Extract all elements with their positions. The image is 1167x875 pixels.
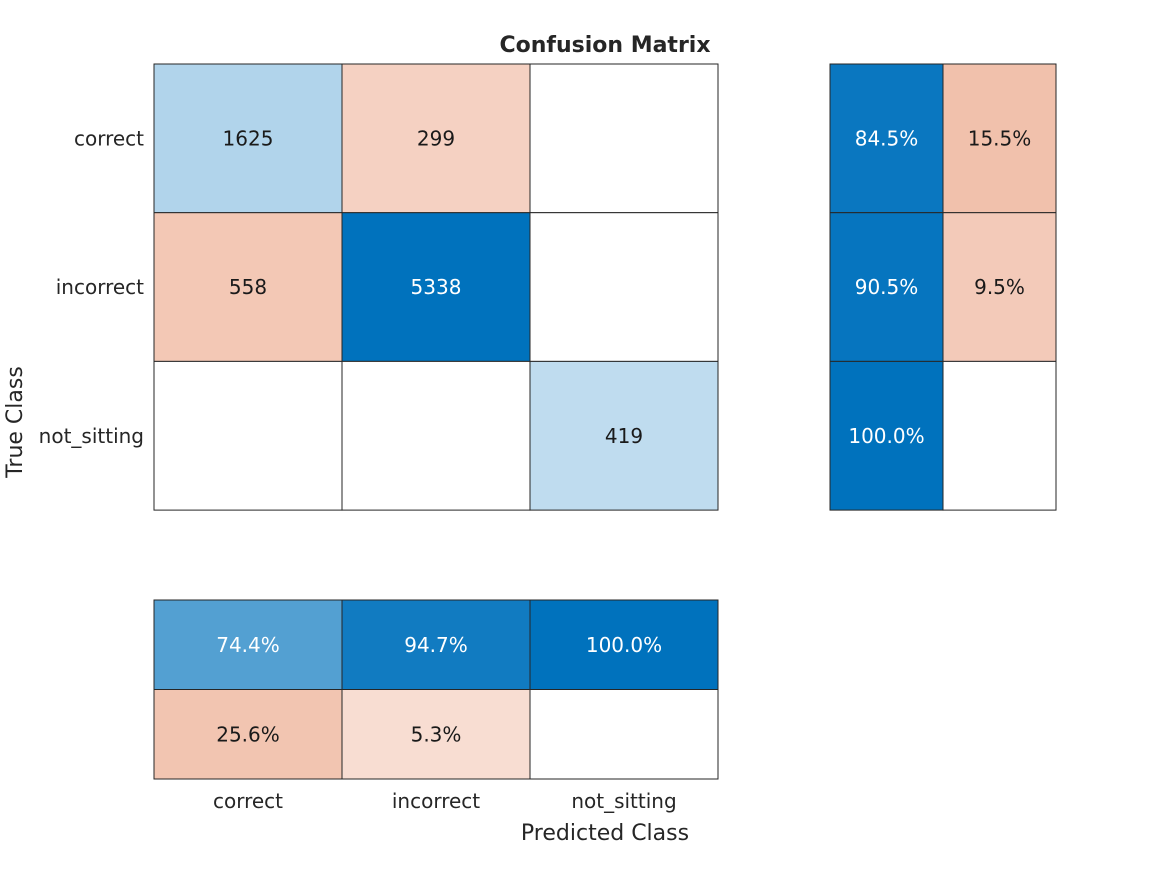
matrix-cell-1-1-label: 5338 bbox=[411, 275, 462, 299]
matrix-cell-2-0 bbox=[153, 360, 343, 511]
column-summary-grid: 74.4% 94.7% 100.0% 25.6% 5.3% bbox=[153, 599, 719, 780]
confusion-matrix-grid: 1625 299 558 5338 419 bbox=[153, 63, 719, 511]
matrix-cell-0-0 bbox=[153, 63, 343, 214]
column-summary-cell-0-2 bbox=[529, 599, 719, 690]
column-summary-cell-1-1-label: 5.3% bbox=[411, 722, 462, 746]
row-summary-cell-1-1-label: 9.5% bbox=[974, 275, 1025, 299]
x-tick-label: correct bbox=[213, 789, 283, 813]
row-summary-cell-2-0 bbox=[829, 360, 944, 511]
column-summary-cell-1-0-label: 25.6% bbox=[216, 722, 280, 746]
tick-labels: correct correct incorrect incorrect not_sitt… bbox=[39, 126, 677, 813]
column-summary-cell-0-0-label: 74.4% bbox=[216, 633, 280, 657]
row-summary-cell-0-1-label: 15.5% bbox=[968, 126, 1032, 150]
matrix-cell-2-2-label: 419 bbox=[605, 424, 643, 448]
x-axis-title: Predicted Class bbox=[521, 821, 689, 846]
matrix-cell-2-2 bbox=[529, 360, 719, 511]
column-summary-cell-0-2-label: 100.0% bbox=[586, 633, 662, 657]
column-summary-cell-0-1 bbox=[341, 599, 531, 690]
matrix-cell-1-0 bbox=[153, 212, 343, 362]
x-tick-label: incorrect bbox=[392, 789, 480, 813]
matrix-cell-2-1 bbox=[341, 360, 531, 511]
matrix-cell-0-0-label: 1625 bbox=[223, 126, 274, 150]
row-summary-cell-2-0-label: 100.0% bbox=[848, 424, 924, 448]
matrix-cell-0-2 bbox=[529, 63, 719, 214]
matrix-cell-1-1 bbox=[341, 212, 531, 362]
column-summary-cell-1-1 bbox=[341, 689, 531, 780]
row-summary-cell-0-0-label: 84.5% bbox=[855, 126, 919, 150]
column-summary-cell-0-1-label: 94.7% bbox=[404, 633, 468, 657]
row-summary-cell-0-0 bbox=[829, 63, 944, 214]
column-summary-cell-1-2 bbox=[529, 689, 719, 780]
chart-title: Confusion Matrix bbox=[499, 33, 710, 58]
matrix-cell-1-2 bbox=[529, 212, 719, 362]
matrix-cell-1-0-label: 558 bbox=[229, 275, 267, 299]
x-tick-label: not_sitting bbox=[571, 789, 676, 813]
matrix-cell-0-1 bbox=[341, 63, 531, 214]
row-summary-cell-1-0-label: 90.5% bbox=[855, 275, 919, 299]
row-summary-grid: 84.5% 15.5% 90.5% 9.5% 100.0% bbox=[829, 63, 1057, 511]
y-tick-label: not_sitting bbox=[39, 424, 144, 448]
matrix-cell-0-1-label: 299 bbox=[417, 126, 455, 150]
row-summary-cell-1-0 bbox=[829, 212, 944, 362]
y-axis-title: True Class bbox=[3, 366, 28, 479]
y-tick-label: incorrect bbox=[56, 275, 144, 299]
column-summary-cell-1-0 bbox=[153, 689, 343, 780]
y-tick-label: correct bbox=[74, 126, 144, 150]
row-summary-cell-2-1 bbox=[942, 360, 1057, 511]
